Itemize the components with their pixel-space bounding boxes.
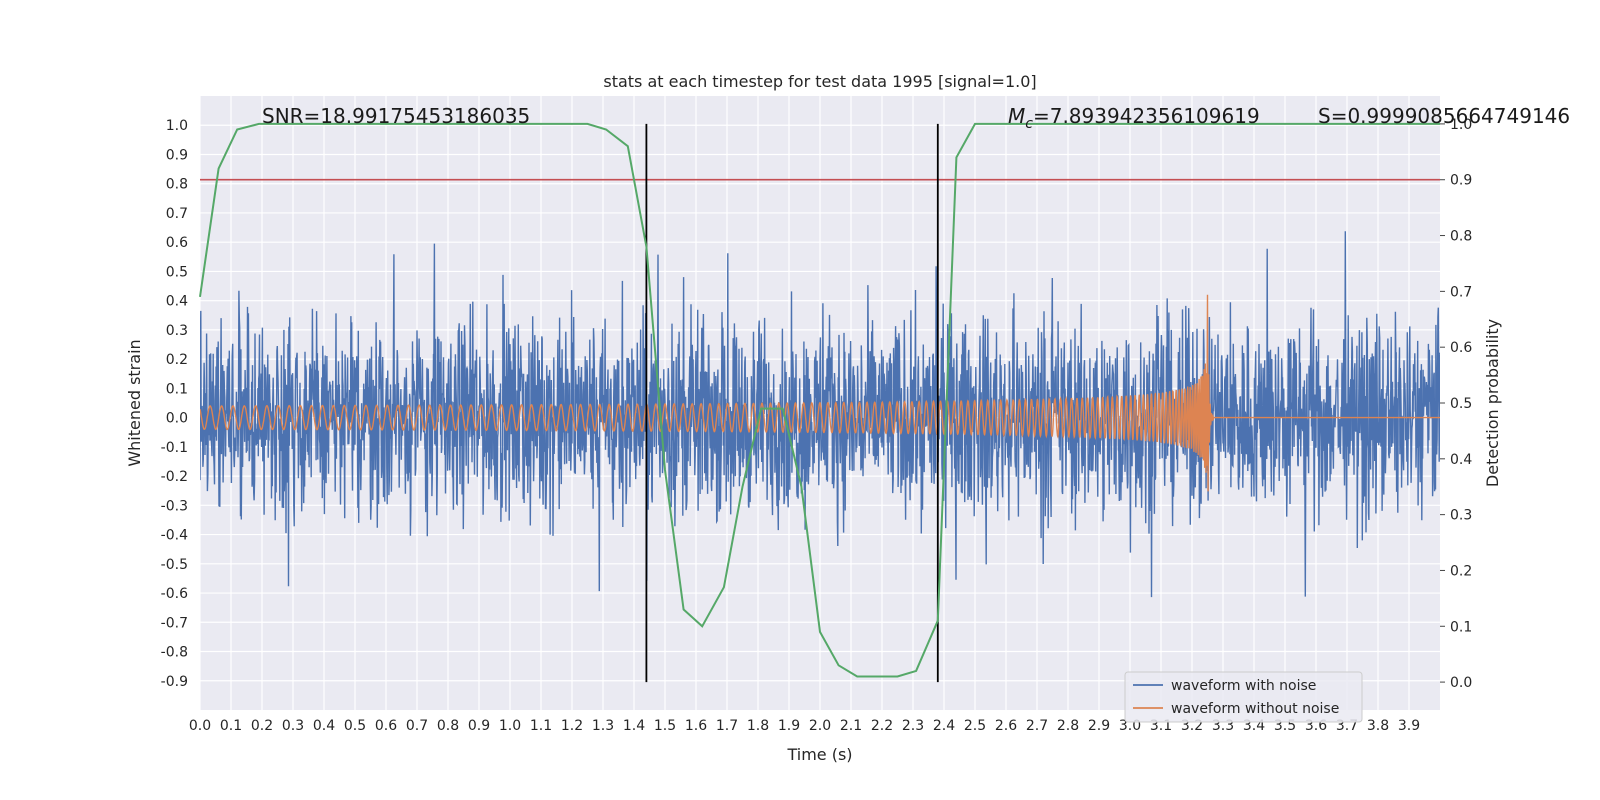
x-tick-label: 2.5 — [964, 718, 986, 734]
y-tick-label: -0.1 — [161, 440, 188, 456]
y-axis-label: Whitened strain — [125, 339, 144, 466]
x-tick-label: 1.2 — [561, 718, 583, 734]
series-detection-probability — [199, 122, 1440, 678]
x-tick-label: 0.6 — [375, 718, 397, 734]
series-layer — [200, 231, 1440, 598]
chirp-mass-annotation: Mc=7.893942356109619 — [1008, 104, 1260, 132]
y-tick-label: -0.7 — [161, 615, 188, 631]
y-tick-label: -0.3 — [161, 498, 188, 514]
x-tick-label: 2.9 — [1088, 718, 1110, 734]
y-tick-label: 0.2 — [166, 352, 188, 368]
y2-tick-label: 0.4 — [1450, 452, 1472, 468]
y-tick-label: -0.6 — [161, 586, 188, 602]
y2-tick-label: 0.8 — [1450, 229, 1472, 245]
x-axis-label: Time (s) — [786, 745, 852, 764]
snr-annotation: SNR=18.99175453186035 — [262, 104, 530, 128]
y2-tick-label: 0.9 — [1450, 173, 1472, 189]
y2-tick-label: 1.0 — [1450, 117, 1472, 133]
x-tick-label: 1.0 — [499, 718, 521, 734]
x-tick-label: 2.4 — [933, 718, 955, 734]
y2-tick-label: 0.7 — [1450, 284, 1472, 300]
legend-label-clean: waveform without noise — [1171, 701, 1339, 717]
y-tick-label: 0.3 — [166, 323, 188, 339]
y-tick-label: 0.7 — [166, 206, 188, 222]
y-tick-label: 1.0 — [166, 118, 188, 134]
x-tick-label: 0.3 — [282, 718, 304, 734]
y-tick-label: 0.6 — [166, 235, 188, 251]
x-tick-label: 0.7 — [406, 718, 428, 734]
y2-tick-label: 0.3 — [1450, 508, 1472, 524]
y-tick-label: 0.4 — [166, 294, 188, 310]
x-tick-label: 1.4 — [623, 718, 645, 734]
y2-tick-label: 0.5 — [1450, 396, 1472, 412]
x-tick-label: 2.7 — [1026, 718, 1048, 734]
x-tick-label: 2.6 — [995, 718, 1017, 734]
x-tick-label: 3.8 — [1367, 718, 1389, 734]
s-annotation: S=0.9999085664749146 — [1318, 104, 1570, 128]
x-tick-label: 1.1 — [530, 718, 552, 734]
y2-tick-label: 0.2 — [1450, 563, 1472, 579]
legend: waveform with noise waveform without noi… — [1124, 671, 1363, 723]
y-tick-label: 0.0 — [166, 411, 188, 427]
y-tick-label: -0.9 — [161, 674, 188, 690]
x-tick-label: 0.2 — [251, 718, 273, 734]
y-tick-label: -0.5 — [161, 557, 188, 573]
x-tick-label: 2.1 — [840, 718, 862, 734]
overlay-layer — [199, 122, 1440, 683]
x-tick-label: 0.0 — [189, 718, 211, 734]
x-tick-label: 2.8 — [1057, 718, 1079, 734]
x-tick-label: 2.3 — [902, 718, 924, 734]
y-tick-label: 0.9 — [166, 147, 188, 163]
x-tick-label: 1.9 — [778, 718, 800, 734]
legend-label-noise: waveform with noise — [1171, 678, 1316, 694]
y-tick-label: 0.8 — [166, 177, 188, 193]
x-tick-label: 2.0 — [809, 718, 831, 734]
x-tick-label: 1.6 — [685, 718, 707, 734]
y-tick-label: 0.1 — [166, 381, 188, 397]
y2-tick-label: 0.0 — [1450, 675, 1472, 691]
x-tick-label: 0.1 — [220, 718, 242, 734]
x-tick-label: 1.5 — [654, 718, 676, 734]
x-tick-label: 0.5 — [344, 718, 366, 734]
y-tick-label: 0.5 — [166, 264, 188, 280]
tick-labels: 0.0 0.1 0.2 0.3 0.4 0.5 0.6 0.7 0.8 0.9 1.0 1.1 1.2 1… — [161, 117, 1473, 734]
y-tick-label: -0.8 — [161, 645, 188, 661]
y2-axis-label: Detection probability — [1483, 319, 1502, 487]
y-tick-label: -0.2 — [161, 469, 188, 485]
legend-box — [1124, 671, 1363, 723]
x-tick-label: 0.4 — [313, 718, 335, 734]
series-waveform-without-noise — [200, 294, 1440, 492]
x-tick-label: 2.2 — [871, 718, 893, 734]
y2-tick-label: 0.1 — [1450, 619, 1472, 635]
y2-tick-label: 0.6 — [1450, 340, 1472, 356]
chart-title: stats at each timestep for test data 199… — [603, 72, 1036, 91]
y-tick-label: -0.4 — [161, 528, 188, 544]
x-tick-label: 3.9 — [1398, 718, 1420, 734]
x-tick-label: 1.8 — [747, 718, 769, 734]
x-tick-label: 0.9 — [468, 718, 490, 734]
series-waveform-with-noise — [200, 231, 1440, 598]
x-tick-label: 1.7 — [716, 718, 738, 734]
x-tick-label: 1.3 — [592, 718, 614, 734]
x-tick-label: 0.8 — [437, 718, 459, 734]
